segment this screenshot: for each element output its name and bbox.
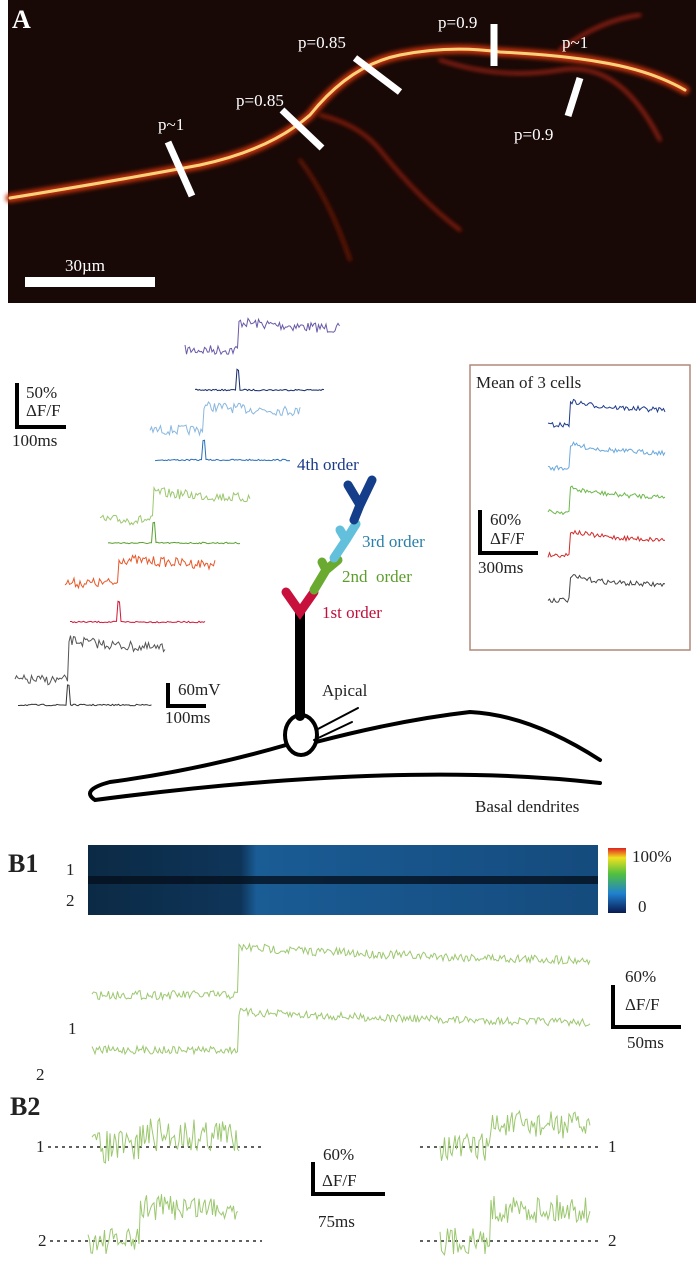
site-label: p=0.85 [298, 33, 346, 52]
row-label: 1 [36, 1137, 45, 1156]
scale-label: 60mV [178, 680, 221, 699]
scale-label: ΔF/F [322, 1171, 357, 1190]
trace [547, 441, 666, 472]
scale-label: ΔF/F [490, 529, 525, 548]
colorbar-label: 0 [638, 897, 647, 916]
scale-bar [478, 510, 538, 555]
trace-label: 1 [68, 1019, 77, 1038]
row-label: 1 [66, 860, 75, 879]
scale-label: 300ms [478, 558, 523, 577]
trace [18, 684, 152, 707]
trace [87, 1194, 239, 1254]
trace [547, 485, 666, 516]
scale-label: 50% [26, 383, 57, 402]
panel-label: B1 [8, 849, 38, 878]
trace [64, 554, 216, 590]
inset-box [469, 364, 691, 651]
row-label: 2 [38, 1231, 47, 1250]
trace [547, 398, 666, 428]
order-label: 2nd order [342, 567, 412, 586]
site-label: p=0.9 [514, 125, 553, 144]
scale-label: 75ms [318, 1212, 355, 1231]
panel-label: B2 [10, 1092, 40, 1121]
site-label: p~1 [158, 115, 184, 134]
trace [91, 1117, 240, 1164]
site-label: p=0.9 [438, 13, 477, 32]
measure-bars [164, 24, 584, 198]
row-label: 2 [608, 1231, 617, 1250]
micrograph [8, 0, 696, 303]
scale-label: ΔF/F [625, 995, 660, 1014]
traces [14, 317, 666, 1256]
scale-label: 60% [323, 1145, 354, 1164]
row-label: 1 [608, 1137, 617, 1156]
neuron [88, 475, 602, 803]
scale-bar [311, 1162, 385, 1196]
row-label: 2 [66, 891, 75, 910]
scale-label: 60% [625, 967, 656, 986]
trace [547, 574, 666, 603]
trace [154, 439, 291, 462]
neuron-label: Basal dendrites [475, 797, 579, 816]
scale-label: 50ms [627, 1033, 664, 1052]
panel-label: A [12, 5, 31, 34]
scale-label: ΔF/F [26, 401, 61, 420]
colorbar-label: 100% [632, 847, 672, 866]
trace [14, 635, 166, 686]
trace [70, 600, 206, 624]
scale-label: 60% [490, 510, 521, 529]
row-label: 2 [36, 1065, 45, 1084]
trace [149, 401, 301, 437]
order-label: 1st order [322, 603, 382, 622]
scale-bar [611, 985, 681, 1029]
trace [439, 1109, 591, 1161]
neuron-label: Apical [322, 681, 368, 700]
site-label: p=0.85 [236, 91, 284, 110]
trace [99, 485, 251, 526]
scale-bar [166, 683, 206, 708]
order-label: 4th order [297, 455, 359, 474]
trace [91, 942, 591, 1002]
scale-bar [25, 277, 155, 287]
line-scan-gap [88, 876, 598, 884]
scale-label: 100ms [165, 708, 210, 727]
order-label: 3rd order [362, 532, 425, 551]
site-label: p~1 [562, 33, 588, 52]
scale-bar [15, 383, 66, 429]
trace [439, 1195, 591, 1256]
trace [107, 521, 241, 545]
scale-label: 100ms [12, 431, 57, 450]
trace [184, 317, 340, 356]
colorbar [608, 848, 626, 913]
inset-title: Mean of 3 cells [476, 373, 581, 392]
trace [91, 1007, 591, 1056]
trace [547, 529, 666, 559]
trace [194, 368, 325, 392]
scale-label: 30µm [65, 256, 105, 275]
